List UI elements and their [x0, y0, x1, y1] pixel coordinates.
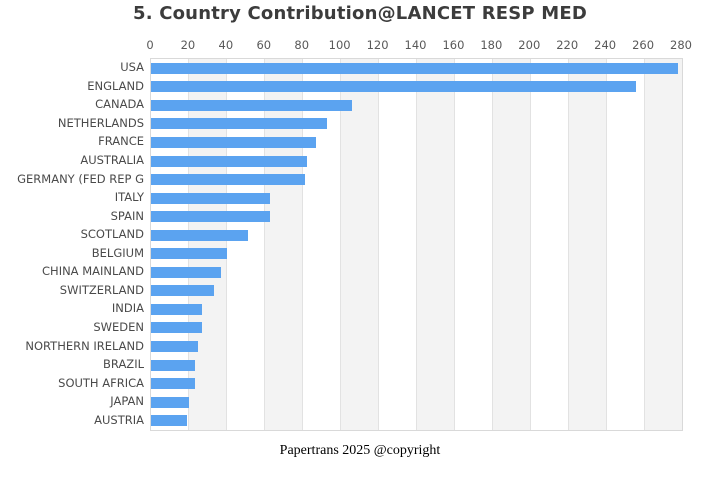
bar-northern-ireland [151, 341, 199, 353]
bar-germany-fed-rep-g [151, 174, 305, 186]
y-axis: USA ENGLAND CANADA NETHERLANDS FRANCE AUSTRAL… [0, 58, 144, 429]
bar-belgium [151, 248, 227, 260]
bar-australia [151, 155, 307, 167]
y-category-label: AUSTRALIA [80, 153, 144, 168]
gridline [416, 59, 417, 430]
y-category-label: AUSTRIA [94, 412, 144, 427]
y-category-label: NORTHERN IRELAND [25, 338, 144, 353]
y-category-label: NETHERLANDS [57, 115, 144, 130]
gridline [188, 59, 190, 430]
gridline [378, 59, 380, 430]
x-tick-label: 80 [294, 38, 310, 52]
x-tick-label: 140 [404, 38, 427, 52]
gridline [491, 59, 493, 430]
gridline [453, 59, 455, 430]
bar-usa [151, 62, 679, 74]
gridline [529, 59, 531, 430]
bar-china-mainland [151, 266, 222, 278]
y-category-label: CANADA [95, 97, 144, 112]
bar-india [151, 303, 203, 315]
y-category-label: SWITZERLAND [59, 282, 144, 297]
gridline [302, 59, 304, 430]
y-category-label: JAPAN [110, 394, 144, 409]
bar-brazil [151, 359, 195, 371]
gridline [226, 59, 228, 430]
gridline [264, 59, 266, 430]
bar-switzerland [151, 285, 214, 297]
bar-netherlands [151, 118, 328, 130]
y-category-label: INDIA [111, 301, 144, 316]
x-tick-label: 200 [518, 38, 541, 52]
gridline [605, 59, 607, 430]
x-tick-label: 100 [328, 38, 351, 52]
y-category-label: BRAZIL [103, 357, 144, 372]
gridline [340, 59, 342, 430]
y-category-label: ENGLAND [87, 78, 144, 93]
x-tick-label: 0 [146, 38, 154, 52]
x-tick-label: 60 [256, 38, 272, 52]
x-tick-label: 280 [670, 38, 692, 52]
x-tick-label: 220 [556, 38, 579, 52]
footer-credit: Papertrans 2025 @copyright [279, 443, 441, 458]
bar-canada [151, 99, 353, 111]
bar-austria [151, 415, 188, 427]
y-category-label: SPAIN [110, 208, 144, 223]
bar-england [151, 81, 637, 93]
x-tick-label: 240 [594, 38, 617, 52]
y-category-label: SOUTH AFRICA [58, 375, 144, 390]
x-tick-label: 20 [180, 38, 196, 52]
y-category-label: ITALY [114, 190, 144, 205]
bar-sweden [151, 322, 203, 334]
x-tick-label: 260 [632, 38, 655, 52]
bar-south-africa [151, 378, 195, 390]
gridline [567, 59, 569, 430]
gridline [643, 59, 645, 430]
x-tick-label: 120 [366, 38, 389, 52]
y-category-label: FRANCE [98, 134, 144, 149]
x-tick-label: 160 [442, 38, 465, 52]
y-category-label: SWEDEN [93, 319, 144, 334]
x-axis: 0 20 40 60 80 100 120 140 160 180 200 220 240 260 280 [146, 38, 692, 54]
bar-spain [151, 211, 271, 223]
bar-france [151, 136, 316, 148]
plot-area [150, 58, 683, 431]
y-category-label: SCOTLAND [80, 227, 144, 242]
bar-italy [151, 192, 271, 204]
y-category-label: USA [120, 60, 144, 75]
chart-title: 5. Country Contribution@LANCET RESP MED [132, 3, 588, 24]
bar-scotland [151, 229, 248, 241]
x-tick-label: 180 [480, 38, 503, 52]
bar-japan [151, 396, 189, 408]
y-category-label: GERMANY (FED REP G [17, 171, 144, 186]
y-category-label: BELGIUM [91, 245, 144, 260]
y-category-label: CHINA MAINLAND [42, 264, 144, 279]
x-tick-label: 40 [218, 38, 234, 52]
